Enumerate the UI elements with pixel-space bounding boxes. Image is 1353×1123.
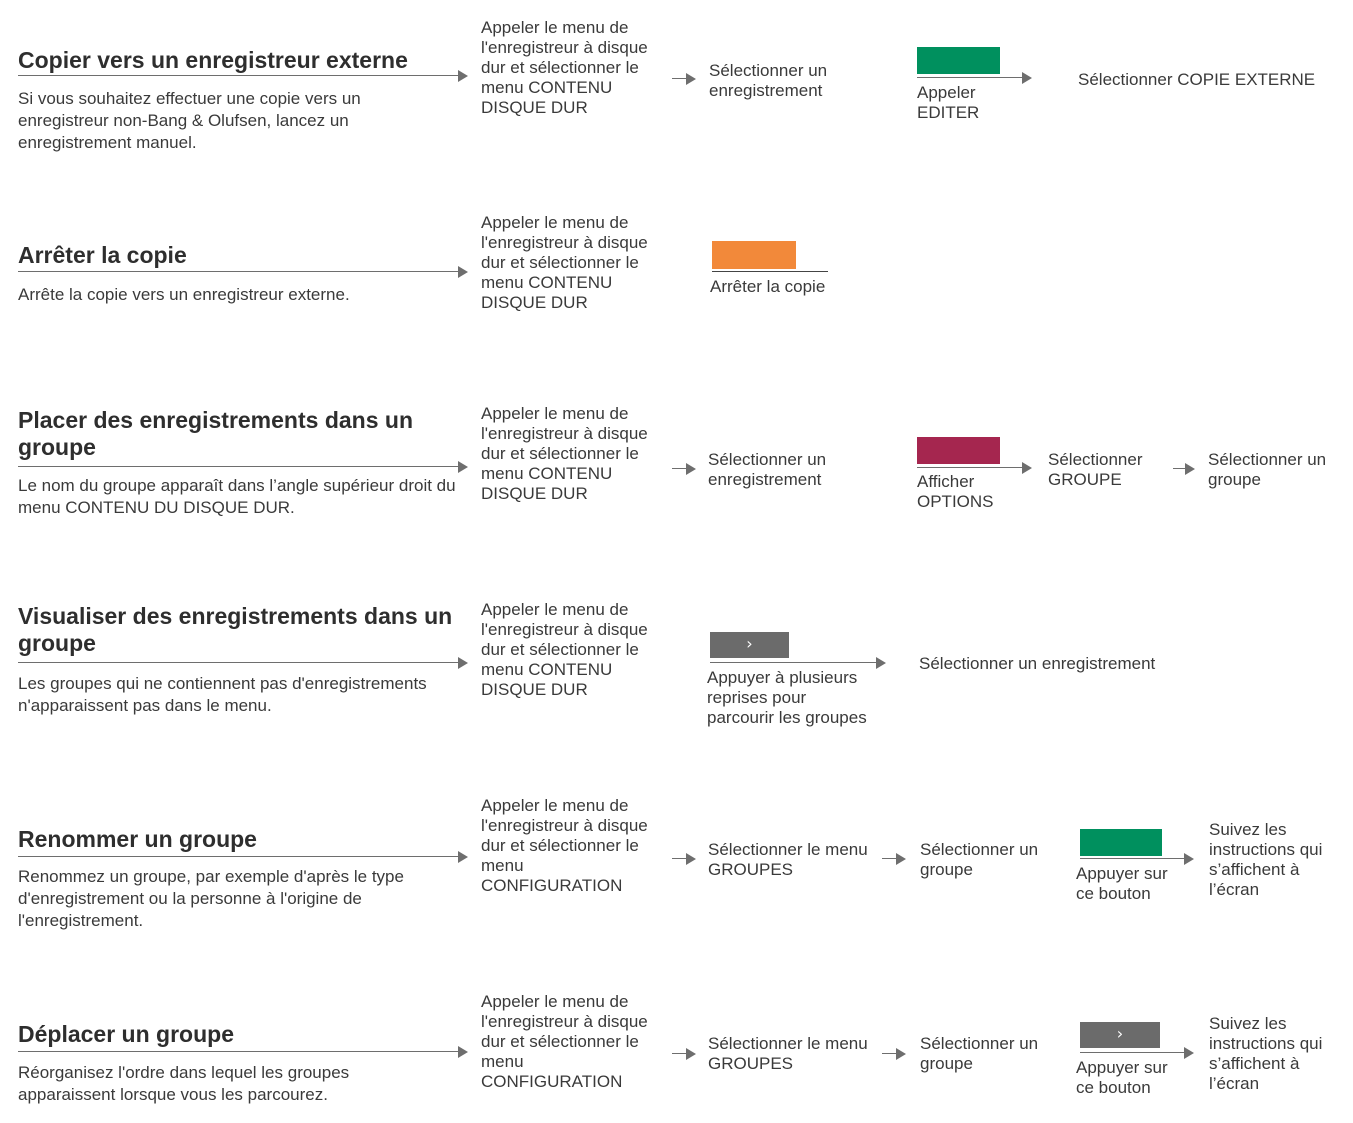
right-arrow-icon (458, 461, 468, 473)
arrow-line (672, 1053, 688, 1054)
right-arrow-icon (876, 657, 886, 669)
section-title: Arrêter la copie (18, 242, 187, 268)
title-arrow-line (18, 856, 458, 857)
arrow-line (672, 468, 688, 469)
step-open-menu: Appeler le menu de l'enregistreur à disq… (481, 992, 648, 1091)
step-select-groups-menu: Sélectionner le menu GROUPES (708, 1034, 868, 1073)
step-select-recording: Sélectionner un enregistrement (919, 654, 1156, 673)
title-arrow-line (18, 75, 458, 76)
step-open-menu: Appeler le menu de l'enregistreur à disq… (481, 404, 648, 503)
button-arrow-line (710, 662, 876, 663)
button-arrow-line (1080, 1052, 1184, 1053)
right-arrow-icon (896, 1048, 906, 1060)
step-open-menu: Appeler le menu de l'enregistreur à disq… (481, 600, 648, 699)
button-arrow-line (917, 467, 1023, 468)
step-select-group: Sélectionner un groupe (920, 1034, 1039, 1073)
red-button[interactable] (917, 437, 1000, 464)
button-caption: Appuyer sur ce bouton (1076, 1058, 1168, 1097)
arrow-line (882, 858, 898, 859)
step-select-recording: Sélectionner un enregistrement (708, 450, 827, 489)
right-arrow-icon (1022, 72, 1032, 84)
step-select-groups-menu: Sélectionner le menu GROUPES (708, 840, 868, 879)
step-open-menu: Appeler le menu de l'enregistreur à disq… (481, 18, 648, 117)
right-arrow-icon (458, 1046, 468, 1058)
step-follow-instructions: Suivez les instructions qui s’affichent … (1209, 820, 1323, 899)
step-select-group: Sélectionner un groupe (1208, 450, 1327, 489)
title-arrow-line (18, 662, 458, 663)
right-arrow-icon (686, 463, 696, 475)
section-description: Si vous souhaitez effectuer une copie ve… (18, 89, 361, 152)
right-arrow-icon (458, 266, 468, 278)
title-arrow-line (18, 1051, 458, 1052)
step-select-recording: Sélectionner un enregistrement (709, 61, 828, 100)
chevron-right-button[interactable]: › (1080, 1022, 1160, 1048)
button-underline (712, 271, 828, 272)
orange-button[interactable] (712, 241, 796, 269)
chevron-right-icon: › (746, 634, 753, 653)
section-description: Arrête la copie vers un enregistreur ext… (18, 285, 350, 304)
section-description: Réorganisez l'ordre dans lequel les grou… (18, 1063, 350, 1104)
step-select-group: Sélectionner un groupe (920, 840, 1039, 879)
right-arrow-icon (1022, 462, 1032, 474)
button-caption: Appuyer sur ce bouton (1076, 864, 1168, 903)
section-title: Déplacer un groupe (18, 1021, 234, 1047)
step-open-menu: Appeler le menu de l'enregistreur à disq… (481, 796, 648, 895)
section-title: Visualiser des enregistrements dans un g… (18, 603, 453, 656)
right-arrow-icon (686, 853, 696, 865)
button-caption: Appeler EDITER (917, 83, 980, 122)
right-arrow-icon (686, 73, 696, 85)
button-arrow-line (1080, 858, 1184, 859)
section-description: Le nom du groupe apparaît dans l’angle s… (18, 476, 456, 517)
title-arrow-line (18, 466, 458, 467)
right-arrow-icon (896, 853, 906, 865)
right-arrow-icon (458, 851, 468, 863)
right-arrow-icon (1184, 853, 1194, 865)
section-title: Placer des enregistrements dans un group… (18, 407, 413, 460)
step-select-external-copy: Sélectionner COPIE EXTERNE (1078, 70, 1316, 89)
right-arrow-icon (458, 70, 468, 82)
section-title: Copier vers un enregistreur externe (18, 47, 408, 73)
green-button[interactable] (1080, 829, 1162, 856)
button-caption: Arrêter la copie (710, 277, 826, 296)
arrow-line (882, 1053, 898, 1054)
green-button[interactable] (917, 47, 1000, 74)
right-arrow-icon (1184, 1047, 1194, 1059)
section-title: Renommer un groupe (18, 826, 257, 852)
arrow-line (1173, 468, 1187, 469)
chevron-right-icon: › (1116, 1024, 1124, 1043)
right-arrow-icon (1185, 463, 1195, 475)
button-caption: Appuyer à plusieurs reprises pour parcou… (707, 668, 867, 727)
button-caption: Afficher OPTIONS (917, 472, 994, 511)
title-arrow-line (18, 271, 458, 272)
right-arrow-icon (458, 657, 468, 669)
step-follow-instructions: Suivez les instructions qui s’affichent … (1209, 1014, 1323, 1093)
button-arrow-line (917, 77, 1023, 78)
step-select-group-menu: Sélectionner GROUPE (1048, 450, 1143, 489)
section-description: Renommez un groupe, par exemple d'après … (18, 867, 404, 930)
arrow-line (672, 858, 688, 859)
section-description: Les groupes qui ne contiennent pas d'enr… (18, 674, 427, 715)
step-open-menu: Appeler le menu de l'enregistreur à disq… (481, 213, 648, 312)
right-arrow-icon (686, 1048, 696, 1060)
chevron-right-button[interactable]: › (710, 632, 789, 658)
arrow-line (672, 78, 688, 79)
